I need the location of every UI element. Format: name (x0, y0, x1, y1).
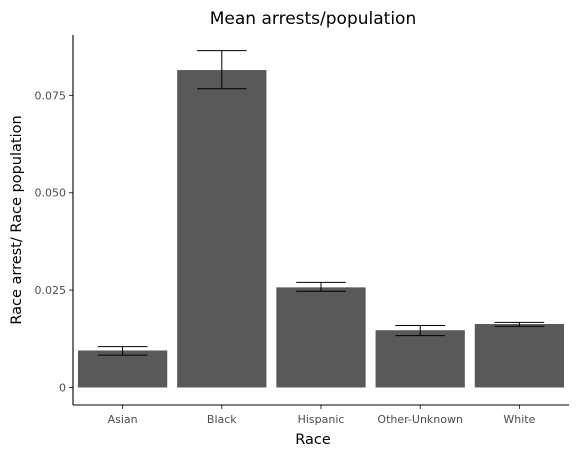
y-tick-label: 0.075 (35, 89, 67, 102)
x-tick-label: White (503, 413, 535, 426)
y-tick-label: 0 (59, 381, 66, 394)
bar-white (474, 323, 565, 388)
bar-hispanic (276, 287, 366, 388)
plot-area: Asian Black Hispanic Other-Unknown White 0 0.0… (35, 35, 569, 426)
y-axis-label: Race arrest/ Race population (9, 115, 25, 324)
chart-title: Mean arrests/population (210, 9, 416, 29)
bar-other-unknown (375, 330, 465, 388)
bar-black (177, 70, 267, 388)
y-tick-label: 0.025 (35, 284, 67, 297)
y-tick-label: 0.050 (35, 187, 67, 200)
x-tick-label: Hispanic (298, 413, 345, 426)
x-tick-label: Asian (108, 413, 138, 426)
bar-asian (77, 350, 168, 388)
x-axis-label: Race (295, 432, 331, 448)
x-tick-label: Other-Unknown (377, 413, 463, 426)
x-tick-label: Black (207, 413, 237, 426)
